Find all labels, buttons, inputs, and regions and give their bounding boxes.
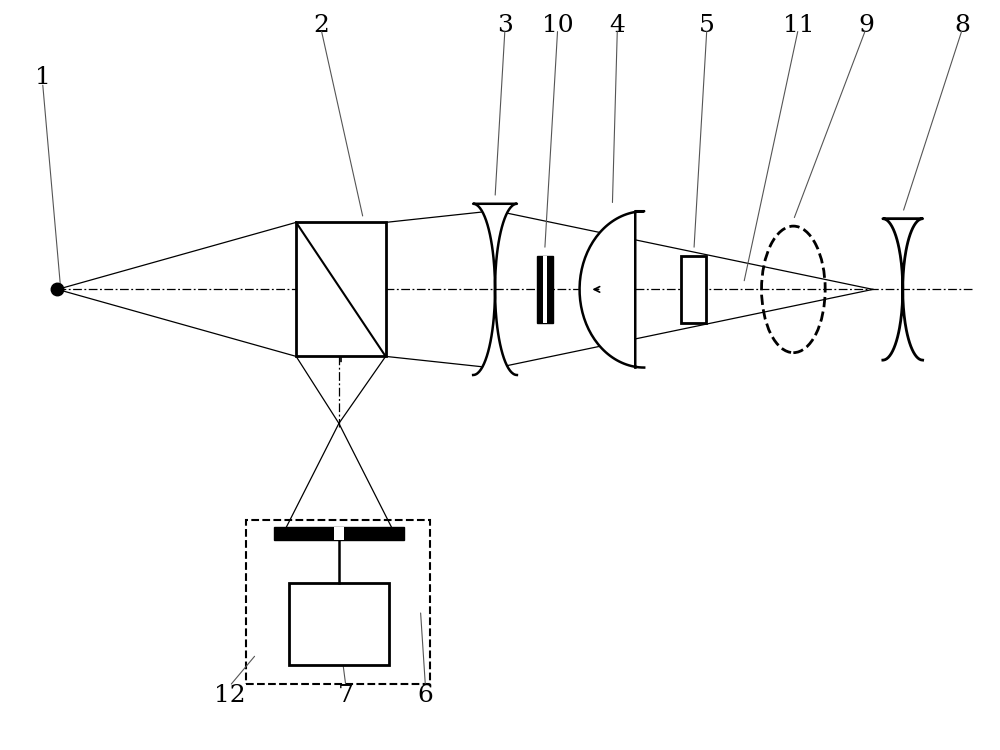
Bar bbox=[537, 256, 553, 323]
Text: 7: 7 bbox=[338, 683, 354, 706]
Text: 1: 1 bbox=[35, 66, 50, 88]
Text: 12: 12 bbox=[214, 683, 245, 706]
Bar bbox=[289, 584, 389, 665]
Polygon shape bbox=[580, 211, 644, 368]
Text: 4: 4 bbox=[609, 13, 625, 37]
Text: 11: 11 bbox=[783, 13, 814, 37]
Polygon shape bbox=[883, 219, 923, 360]
Text: 9: 9 bbox=[858, 13, 874, 37]
Polygon shape bbox=[473, 204, 517, 375]
Text: 3: 3 bbox=[497, 13, 513, 37]
Text: 8: 8 bbox=[954, 13, 970, 37]
Bar bbox=[334, 526, 344, 540]
Text: 5: 5 bbox=[699, 13, 715, 37]
Text: 10: 10 bbox=[542, 13, 573, 37]
Text: 2: 2 bbox=[313, 13, 329, 37]
Bar bbox=[246, 520, 430, 684]
Bar bbox=[681, 256, 706, 323]
Bar bbox=[274, 526, 404, 540]
Bar bbox=[296, 223, 386, 356]
Text: 6: 6 bbox=[417, 683, 433, 706]
Bar bbox=[543, 256, 547, 323]
